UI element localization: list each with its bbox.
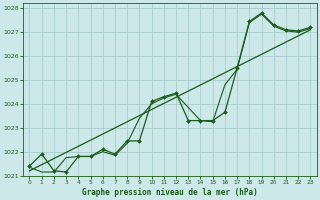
X-axis label: Graphe pression niveau de la mer (hPa): Graphe pression niveau de la mer (hPa) — [82, 188, 258, 197]
